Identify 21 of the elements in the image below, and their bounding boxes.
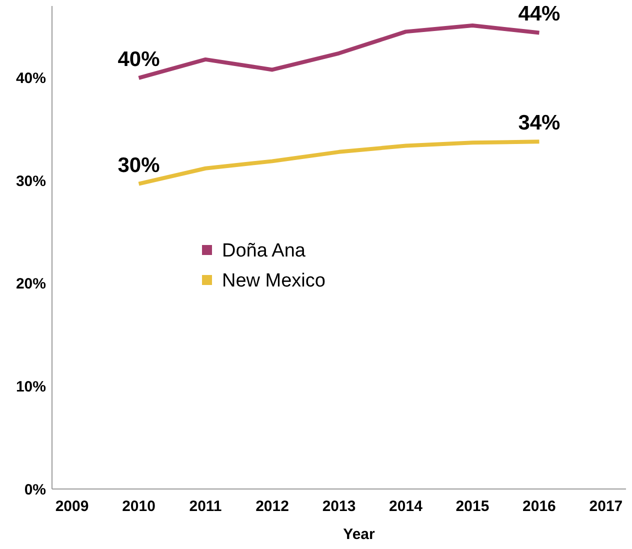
x-tick-label: 2012: [256, 498, 289, 515]
data-label: 40%: [118, 48, 160, 71]
legend-label: New Mexico: [222, 270, 326, 292]
legend-label: Doña Ana: [222, 240, 306, 262]
y-tick-label: 10%: [16, 378, 46, 396]
data-label: 34%: [518, 112, 561, 135]
y-tick-label: 40%: [16, 70, 46, 88]
x-tick-label: 2014: [389, 498, 424, 515]
x-tick-label: 2013: [322, 498, 356, 515]
x-tick-label: 2017: [589, 498, 623, 515]
data-label: 44%: [518, 2, 561, 26]
data-label: 30%: [118, 154, 160, 177]
y-tick-label: 0%: [24, 481, 46, 498]
x-tick-label: 2016: [522, 498, 556, 515]
x-axis-title: Year: [343, 526, 376, 543]
y-tick-label: 20%: [16, 276, 46, 293]
y-tick-label: 30%: [16, 172, 46, 190]
x-tick-label: 2011: [189, 498, 222, 515]
x-tick-label: 2015: [456, 498, 490, 515]
x-tick-label: 2010: [122, 498, 156, 515]
x-tick-label: 2009: [55, 498, 89, 515]
